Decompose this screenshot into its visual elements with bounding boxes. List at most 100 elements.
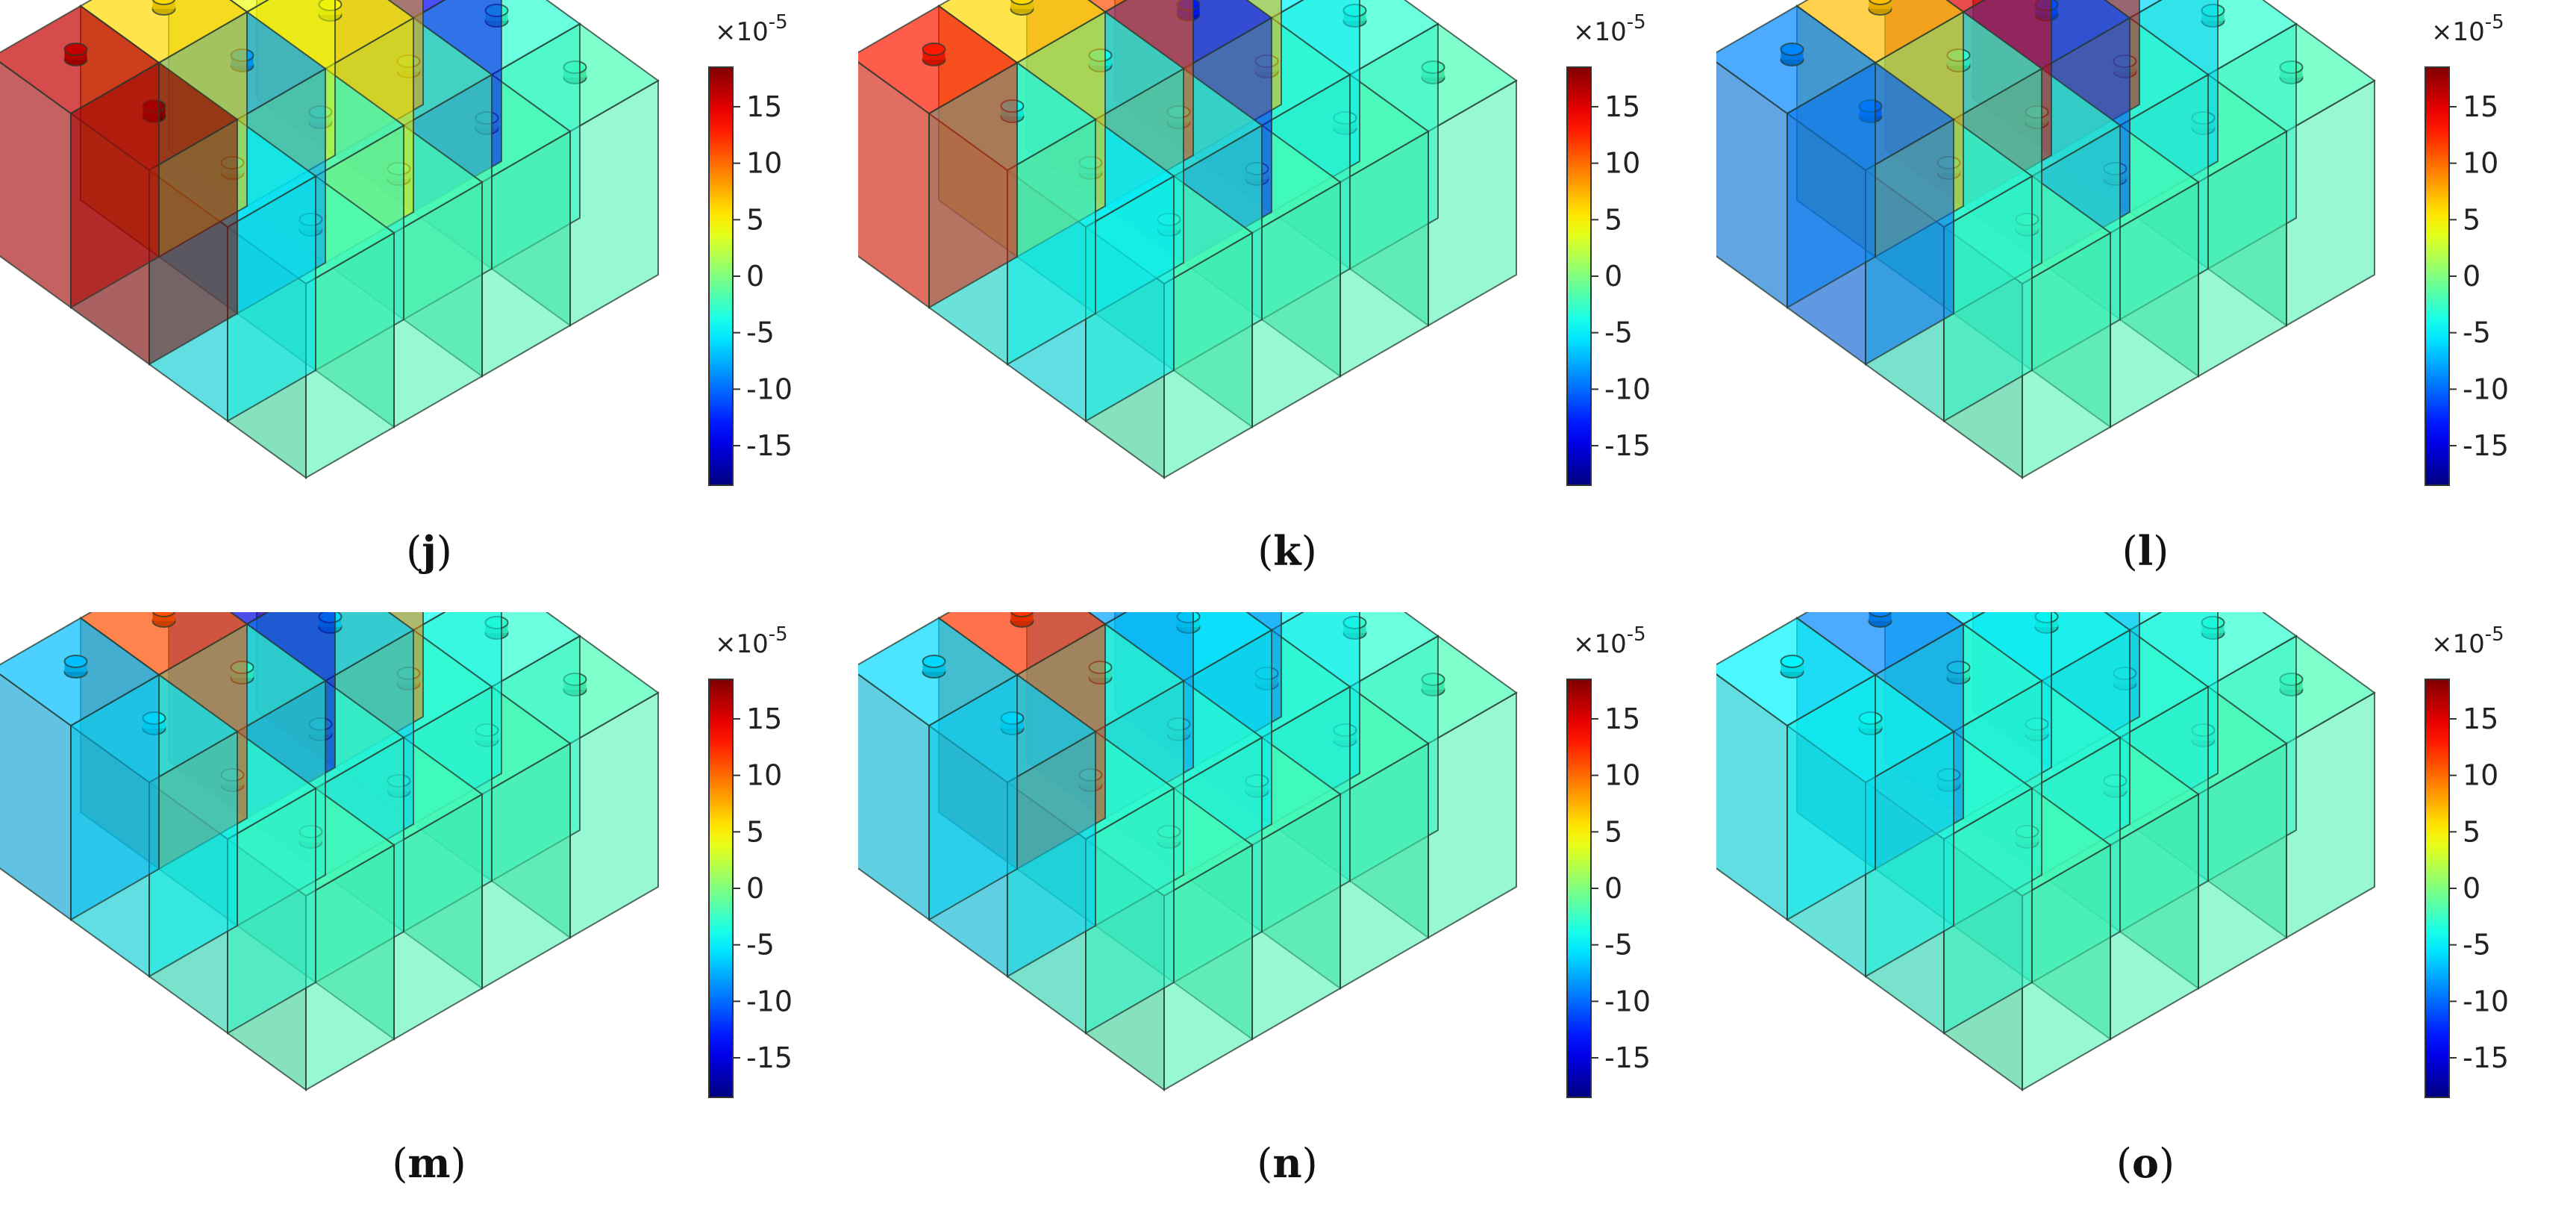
colorbar-exponent: ×10-5 bbox=[715, 11, 788, 47]
colorbar-tick-label: -10 bbox=[746, 373, 793, 405]
colorbar-tick-label: 0 bbox=[1604, 872, 1622, 905]
panel-caption: (k) bbox=[1257, 527, 1317, 575]
panel-caption: (l) bbox=[2122, 527, 2169, 575]
panel-caption: (o) bbox=[2116, 1139, 2175, 1187]
colorbar-gradient bbox=[1566, 679, 1592, 1098]
colorbar-gradient bbox=[708, 66, 734, 486]
colorbar-tick-label: 5 bbox=[746, 815, 764, 848]
colorbar-tick-label: 10 bbox=[746, 147, 782, 180]
block-cell bbox=[0, 4, 160, 309]
block-top-face bbox=[229, 612, 269, 626]
colorbar-tick-label: -5 bbox=[746, 929, 775, 961]
block-top-face bbox=[1945, 612, 1986, 626]
colorbar: 15 10 5 0 -5 -10 -15 ×10-5 bbox=[1566, 623, 1651, 1098]
terminal-post bbox=[1868, 0, 1892, 16]
block-top-face bbox=[1945, 0, 1986, 13]
colorbar-tick-label: 15 bbox=[1604, 702, 1640, 735]
panel-n: 15 10 5 0 -5 -10 -15 ×10-5 (n) bbox=[858, 612, 1716, 1224]
colorbar-tick-label: -10 bbox=[2463, 985, 2509, 1017]
colorbar-tick-label: -5 bbox=[1604, 317, 1633, 349]
terminal-post bbox=[151, 0, 176, 16]
block-top-face bbox=[229, 0, 269, 13]
colorbar-exponent: ×10-5 bbox=[1573, 623, 1646, 659]
terminal-post bbox=[1010, 612, 1034, 628]
colorbar: 15 10 5 0 -5 -10 -15 ×10-5 bbox=[708, 623, 793, 1098]
block-grid bbox=[0, 0, 660, 479]
block-top-face bbox=[1087, 612, 1128, 626]
colorbar-tick-label: -5 bbox=[1604, 929, 1633, 961]
colorbar-tick-label: -10 bbox=[1604, 985, 1651, 1017]
block-cell bbox=[1716, 4, 1877, 309]
terminal-post bbox=[63, 655, 88, 679]
panel-caption: (m) bbox=[392, 1139, 466, 1187]
colorbar-tick-label: -10 bbox=[1604, 373, 1651, 405]
colorbar-tick-label: -10 bbox=[746, 985, 793, 1017]
colorbar-tick-label: -15 bbox=[746, 1041, 793, 1074]
colorbar-exponent: ×10-5 bbox=[1573, 11, 1646, 47]
terminal-post bbox=[1010, 0, 1034, 16]
block-cell bbox=[1716, 617, 1877, 921]
colorbar-tick-label: -15 bbox=[1604, 1041, 1651, 1074]
colorbar-exponent: ×10-5 bbox=[2431, 11, 2504, 47]
panel-j-plot: 15 10 5 0 -5 -10 -15 ×10-5 bbox=[0, 0, 793, 486]
panel-caption: (j) bbox=[406, 527, 452, 575]
colorbar-tick-label: -5 bbox=[2463, 929, 2491, 961]
colorbar-tick-label: -15 bbox=[746, 429, 793, 462]
block-grid bbox=[858, 0, 1518, 479]
colorbar-tick-label: 0 bbox=[1604, 260, 1622, 293]
colorbar-gradient bbox=[2425, 66, 2450, 486]
panel-m: 15 10 5 0 -5 -10 -15 ×10-5 (m) bbox=[0, 612, 858, 1224]
terminal-post bbox=[151, 612, 176, 628]
panel-l-plot: 15 10 5 0 -5 -10 -15 ×10-5 bbox=[1716, 0, 2509, 486]
panel-o-plot: 15 10 5 0 -5 -10 -15 ×10-5 bbox=[1716, 612, 2509, 1098]
colorbar-gradient bbox=[1566, 66, 1592, 486]
colorbar-tick-label: 10 bbox=[1604, 147, 1640, 180]
block-grid bbox=[1716, 0, 2376, 479]
colorbar-tick-label: 5 bbox=[2463, 815, 2480, 848]
colorbar-tick-label: 0 bbox=[746, 872, 764, 905]
block-cell bbox=[0, 617, 160, 921]
colorbar-tick-label: 10 bbox=[746, 759, 782, 792]
colorbar-tick-label: 10 bbox=[1604, 759, 1640, 792]
colorbar-tick-label: -5 bbox=[746, 317, 775, 349]
colorbar-gradient bbox=[2425, 679, 2450, 1098]
block-cell bbox=[858, 617, 1019, 921]
panel-m-plot: 15 10 5 0 -5 -10 -15 ×10-5 bbox=[0, 612, 793, 1098]
colorbar-tick-label: 5 bbox=[1604, 203, 1622, 236]
terminal-post bbox=[1780, 655, 1804, 679]
colorbar-exponent: ×10-5 bbox=[715, 623, 788, 659]
colorbar-tick-label: -15 bbox=[2463, 429, 2509, 462]
terminal-post bbox=[63, 43, 88, 66]
panel-k-plot: 15 10 5 0 -5 -10 -15 ×10-5 bbox=[858, 0, 1651, 486]
colorbar-exponent: ×10-5 bbox=[2431, 623, 2504, 659]
panel-k: 15 10 5 0 -5 -10 -15 ×10-5 (k) bbox=[858, 0, 1716, 612]
colorbar: 15 10 5 0 -5 -10 -15 ×10-5 bbox=[1566, 11, 1651, 486]
colorbar-tick-label: 5 bbox=[2463, 203, 2480, 236]
colorbar-tick-label: 5 bbox=[746, 203, 764, 236]
colorbar-tick-label: 0 bbox=[2463, 260, 2480, 293]
colorbar-tick-label: 10 bbox=[2463, 759, 2498, 792]
panel-n-plot: 15 10 5 0 -5 -10 -15 ×10-5 bbox=[858, 612, 1651, 1098]
panel-caption: (n) bbox=[1257, 1139, 1318, 1187]
colorbar-tick-label: 15 bbox=[746, 90, 782, 123]
block-cell bbox=[858, 4, 1019, 309]
colorbar: 15 10 5 0 -5 -10 -15 ×10-5 bbox=[708, 11, 793, 486]
colorbar-tick-label: 15 bbox=[2463, 90, 2498, 123]
panel-l: 15 10 5 0 -5 -10 -15 ×10-5 (l) bbox=[1716, 0, 2575, 612]
terminal-post bbox=[1780, 43, 1804, 66]
block-top-face bbox=[1087, 0, 1128, 13]
colorbar: 15 10 5 0 -5 -10 -15 ×10-5 bbox=[2425, 623, 2509, 1098]
colorbar-tick-label: 0 bbox=[2463, 872, 2480, 905]
terminal-post bbox=[922, 43, 946, 66]
panel-j: 15 10 5 0 -5 -10 -15 ×10-5 (j) bbox=[0, 0, 858, 612]
colorbar-gradient bbox=[708, 679, 734, 1098]
panel-o: 15 10 5 0 -5 -10 -15 ×10-5 (o) bbox=[1716, 612, 2575, 1224]
block-grid bbox=[0, 612, 660, 1091]
colorbar-tick-label: -10 bbox=[2463, 373, 2509, 405]
colorbar-tick-label: 0 bbox=[746, 260, 764, 293]
colorbar-tick-label: 15 bbox=[2463, 702, 2498, 735]
colorbar-tick-label: -15 bbox=[1604, 429, 1651, 462]
colorbar-tick-label: 15 bbox=[746, 702, 782, 735]
terminal-post bbox=[922, 655, 946, 679]
